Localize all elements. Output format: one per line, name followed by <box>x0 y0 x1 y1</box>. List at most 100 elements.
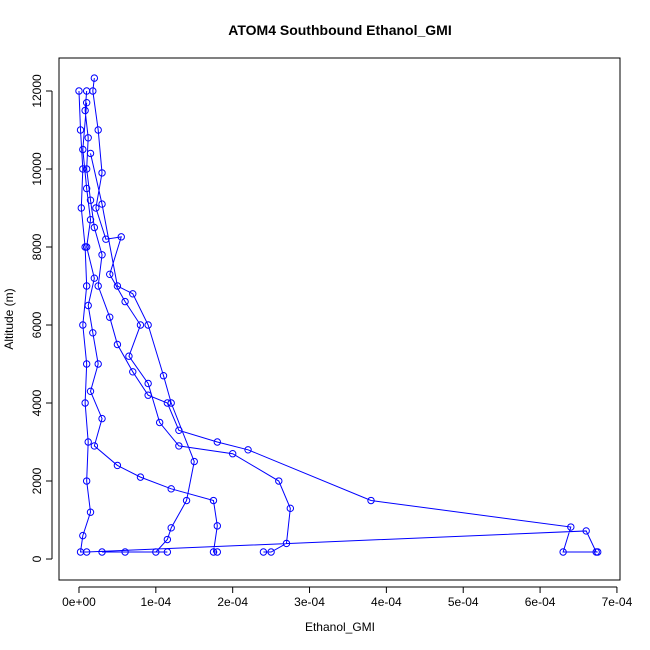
data-point <box>244 446 252 454</box>
data-point <box>98 169 106 177</box>
data-point <box>213 522 222 530</box>
data-point <box>117 233 125 241</box>
data-point <box>79 165 87 173</box>
data-point <box>82 477 91 485</box>
data-point <box>82 548 91 556</box>
y-tick-label: 6000 <box>30 311 44 338</box>
data-point <box>129 290 137 298</box>
plot-frame <box>58 57 621 581</box>
x-tick-label: 6e-04 <box>525 595 556 609</box>
data-point <box>163 548 172 556</box>
data-point <box>144 391 152 399</box>
x-tick-label: 1e-04 <box>140 595 171 609</box>
data-point <box>82 360 91 368</box>
data-point <box>90 442 99 450</box>
y-tick-label: 12000 <box>30 74 44 108</box>
data-point <box>77 204 85 212</box>
data-point <box>209 496 218 505</box>
data-point <box>82 184 91 193</box>
data-point <box>167 399 175 407</box>
x-axis-label: Ethanol_GMI <box>305 620 375 634</box>
data-point <box>81 106 89 115</box>
data-point <box>90 74 99 82</box>
data-point <box>84 134 92 142</box>
data-point <box>81 243 89 251</box>
data-point <box>121 297 129 306</box>
data-point <box>136 473 145 481</box>
data-point <box>163 535 172 544</box>
y-tick-label: 10000 <box>30 152 44 186</box>
data-point <box>81 399 89 407</box>
data-point <box>144 379 152 388</box>
data-point <box>92 204 100 212</box>
y-tick-label: 2000 <box>30 467 44 494</box>
data-point <box>89 87 97 95</box>
data-point <box>84 301 92 310</box>
data-point <box>82 282 91 290</box>
data-point <box>121 548 129 556</box>
data-point <box>102 235 110 243</box>
data-point <box>167 524 175 532</box>
data-point <box>90 274 99 282</box>
data-point <box>175 442 183 450</box>
data-point <box>89 329 97 337</box>
y-tick-label: 4000 <box>30 389 44 416</box>
data-point <box>259 548 268 556</box>
data-point <box>125 352 133 360</box>
data-point <box>567 523 575 531</box>
data-point <box>152 548 160 556</box>
data-point <box>86 387 95 396</box>
data-point <box>129 368 137 376</box>
data-point <box>98 200 106 208</box>
y-tick-label: 8000 <box>30 233 44 260</box>
x-tick-label: 0e+00 <box>62 595 96 609</box>
data-point <box>175 426 183 435</box>
data-point <box>106 270 114 279</box>
data-point <box>94 126 102 134</box>
data-point <box>592 548 600 556</box>
data-point <box>79 145 87 154</box>
data-point <box>144 321 152 329</box>
data-point <box>163 399 172 407</box>
data-point <box>86 149 95 158</box>
data-point <box>155 418 164 427</box>
data-point <box>213 548 222 556</box>
data-point <box>98 251 106 259</box>
data-line <box>78 78 598 553</box>
data-point <box>98 414 106 423</box>
y-axis-label: Altitude (m) <box>2 288 16 349</box>
data-point <box>367 496 375 505</box>
data-point <box>82 98 91 107</box>
y-tick-label: 0 <box>30 555 44 562</box>
data-point <box>94 360 102 368</box>
data-point <box>190 457 198 466</box>
chart-title: ATOM4 Southbound Ethanol_GMI <box>228 22 451 38</box>
data-point <box>167 485 175 493</box>
data-point <box>286 504 295 513</box>
x-tick-label: 4e-04 <box>371 595 402 609</box>
data-point <box>106 313 114 321</box>
data-point <box>79 321 87 329</box>
data-point <box>82 165 91 173</box>
data-point <box>76 126 85 134</box>
data-point <box>559 548 567 556</box>
x-tick-label: 2e-04 <box>217 595 248 609</box>
data-point <box>159 372 168 380</box>
x-tick-label: 3e-04 <box>294 595 325 609</box>
data-point <box>84 438 92 446</box>
data-point <box>113 340 122 349</box>
data-point <box>86 216 95 224</box>
data-point <box>136 321 145 329</box>
data-point <box>94 282 102 290</box>
data-point <box>86 196 95 204</box>
data-point <box>113 282 122 290</box>
data-point <box>113 461 122 470</box>
data-point <box>98 548 106 556</box>
data-point <box>75 87 83 95</box>
data-point <box>79 531 87 540</box>
x-tick-label: 5e-04 <box>448 595 479 609</box>
data-point <box>582 527 590 535</box>
data-point <box>90 223 99 232</box>
